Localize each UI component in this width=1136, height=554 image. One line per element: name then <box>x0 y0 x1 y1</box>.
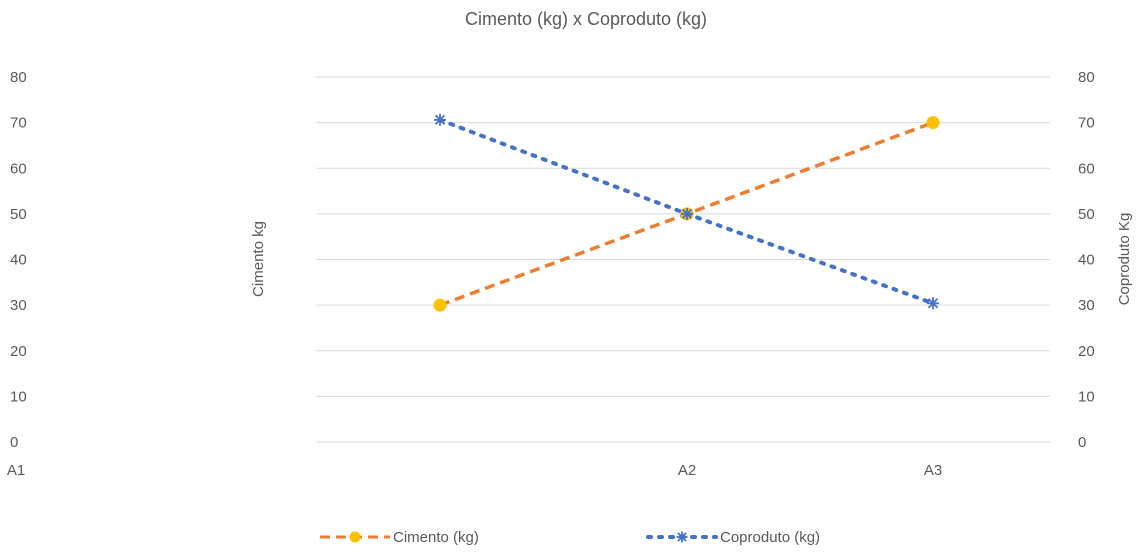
gridlines <box>316 76 1050 443</box>
left-tick-label: 10 <box>10 388 27 405</box>
right-tick-label: 70 <box>1078 115 1095 132</box>
legend-item: Cimento (kg) <box>320 529 479 546</box>
star-marker <box>927 297 939 310</box>
left-tick-label: 80 <box>10 69 27 86</box>
left-tick-label: 0 <box>10 434 18 451</box>
left-tick-label: 40 <box>10 252 27 269</box>
star-marker <box>434 113 446 126</box>
right-tick-label: 60 <box>1078 160 1095 177</box>
x-tick-label: A1 <box>7 462 25 479</box>
right-tick-label: 40 <box>1078 252 1095 269</box>
left-tick-label: 20 <box>10 343 27 360</box>
right-tick-label: 30 <box>1078 297 1095 314</box>
x-tick-label: A3 <box>924 462 942 479</box>
x-tick-label: A2 <box>678 462 696 479</box>
circle-marker <box>433 298 447 312</box>
right-tick-label: 10 <box>1078 388 1095 405</box>
star-marker <box>681 207 693 220</box>
star-stroke <box>434 114 446 126</box>
legend-item: Coproduto (kg) <box>646 529 820 546</box>
left-tick-label: 50 <box>10 206 27 223</box>
star-stroke <box>681 208 693 220</box>
series-2 <box>434 113 939 310</box>
x-axis-ticks: A1 A2 A3 <box>7 462 942 479</box>
chart-title: Cimento (kg) x Coproduto (kg) <box>465 9 707 29</box>
legend-label: Cimento (kg) <box>393 529 479 546</box>
star-stroke <box>677 532 687 542</box>
star-stroke <box>927 298 939 309</box>
legend: Cimento (kg) Coproduto (kg) <box>320 529 820 546</box>
left-tick-label: 70 <box>10 115 27 132</box>
legend-label: Coproduto (kg) <box>720 529 820 546</box>
circle-marker <box>926 116 940 130</box>
left-axis-ticks: 0 10 20 30 40 50 60 70 80 <box>10 69 27 451</box>
right-tick-label: 80 <box>1078 69 1095 86</box>
right-tick-label: 50 <box>1078 206 1095 223</box>
right-tick-label: 0 <box>1078 434 1086 451</box>
circle-marker <box>349 531 361 543</box>
star-marker <box>676 531 688 543</box>
left-tick-label: 30 <box>10 297 27 314</box>
left-axis-title: Cimento kg <box>250 221 267 297</box>
series <box>433 113 940 312</box>
right-axis-ticks: 0 10 20 30 40 50 60 70 80 <box>1078 69 1095 451</box>
right-axis-title: Coproduto Kg <box>1116 213 1133 306</box>
left-tick-label: 60 <box>10 160 27 177</box>
right-tick-label: 20 <box>1078 343 1095 360</box>
